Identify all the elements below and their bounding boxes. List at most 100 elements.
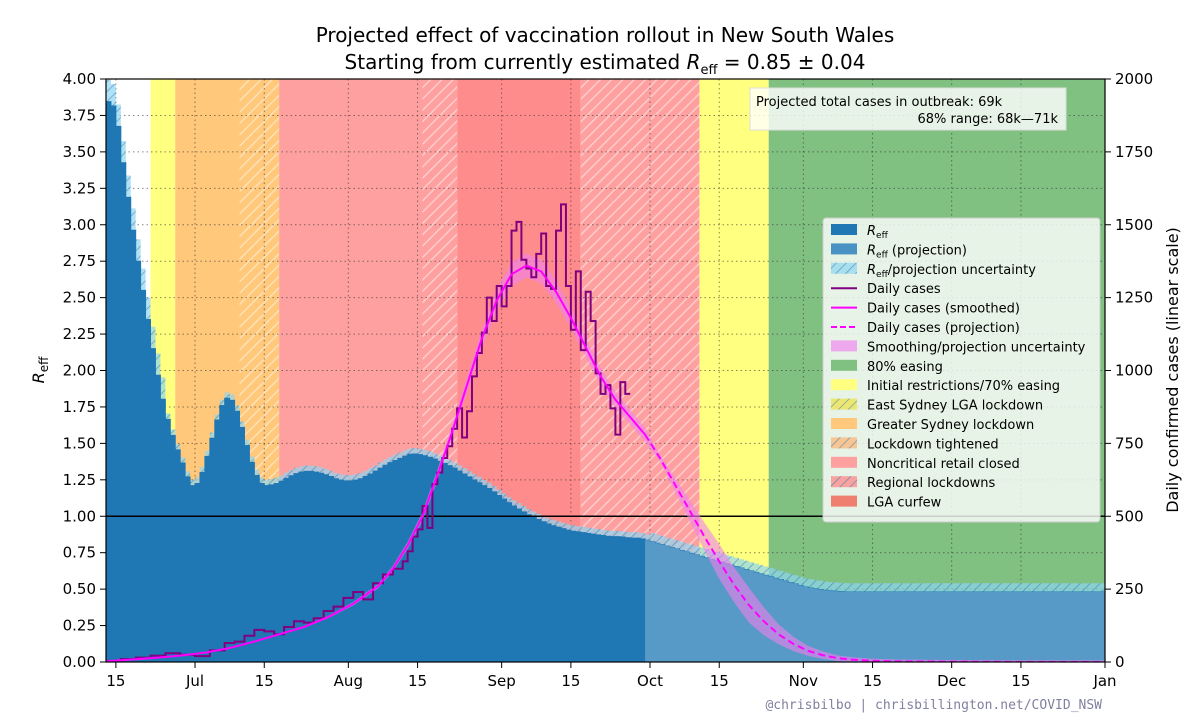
legend-item-9: East Sydney LGA lockdown xyxy=(831,398,1043,414)
right-tick-label-7: 1750 xyxy=(1115,143,1153,161)
left-tick-label-7: 1.75 xyxy=(63,398,96,416)
legend-item-12: Noncritical retail closed xyxy=(831,456,1020,472)
left-tick-label-11: 2.75 xyxy=(63,252,96,270)
cases-series xyxy=(106,203,1105,662)
annotation-line-2: 68% range: 68k—71k xyxy=(918,112,1059,127)
left-axis: 0.00 0.25 0.50 0.75 1.00 1.25 1.50 1.75 2.00 2.25… xyxy=(63,70,106,671)
left-tick-label-1: 0.25 xyxy=(63,617,96,635)
right-tick-label-2: 500 xyxy=(1115,507,1144,525)
x-tick-label-2: 15 xyxy=(255,672,274,690)
left-tick-label-0: 0.00 xyxy=(63,653,96,671)
chart-subtitle: Starting from currently estimated Reff =… xyxy=(345,50,866,78)
x-tick-label-10: 15 xyxy=(863,672,882,690)
legend-swatch-1 xyxy=(831,243,857,255)
legend-swatch-0 xyxy=(831,224,857,235)
legend-label-5: Daily cases (projection) xyxy=(867,321,1020,336)
legend-item-5: Daily cases (projection) xyxy=(831,321,1020,336)
reff-area xyxy=(106,101,1105,662)
right-tick-label-4: 1000 xyxy=(1115,362,1153,380)
legend-label-13: Regional lockdowns xyxy=(867,476,996,491)
x-tick-label-4: 15 xyxy=(408,672,427,690)
credit-text: @chrisbilbo | chrisbillington.net/COVID_… xyxy=(765,698,1102,713)
right-tick-label-6: 1500 xyxy=(1115,216,1153,234)
left-tick-label-12: 3.00 xyxy=(63,216,96,234)
x-tick-label-5: Sep xyxy=(488,672,516,690)
right-tick-label-8: 2000 xyxy=(1115,70,1153,88)
annotation-line-1: Projected total cases in outbreak: 69k xyxy=(756,95,1003,110)
left-axis-label: Reff xyxy=(29,356,51,384)
legend-label-9: East Sydney LGA lockdown xyxy=(867,399,1043,414)
x-tick-label-12: 15 xyxy=(1011,672,1030,690)
legend-swatch-hatch-9 xyxy=(831,398,857,410)
legend-label-6: Smoothing/projection uncertainty xyxy=(867,340,1086,355)
legend-label-0: Reff xyxy=(867,224,889,241)
legend-swatch-10 xyxy=(831,418,857,429)
legend-box xyxy=(822,217,1101,523)
legend-swatch-hatch-2 xyxy=(831,262,857,274)
x-tick-label-3: Aug xyxy=(334,672,363,690)
legend-swatch-7 xyxy=(831,359,857,371)
legend-swatch-6 xyxy=(831,340,857,352)
legend-label-1: Reff (projection) xyxy=(867,243,967,260)
legend-label-14: LGA curfew xyxy=(867,496,942,511)
legend-label-2: Reff/projection uncertainty xyxy=(867,263,1036,280)
right-tick-label-5: 1250 xyxy=(1115,289,1153,307)
legend-item-2: Reff/projection uncertainty xyxy=(831,262,1036,280)
x-tick-label-0: 15 xyxy=(106,672,125,690)
annotation-box xyxy=(749,87,1067,131)
left-tick-label-8: 2.00 xyxy=(63,362,96,380)
daily-cases-line xyxy=(106,203,631,662)
left-tick-label-2: 0.50 xyxy=(63,580,96,598)
legend-label-10: Greater Sydney lockdown xyxy=(867,418,1034,433)
left-tick-label-10: 2.50 xyxy=(63,289,96,307)
left-tick-label-5: 1.25 xyxy=(63,471,96,489)
right-axis: 0 250 500 750 1000 1250 1500 1750 2000 xyxy=(1105,70,1153,671)
x-tick-label-13: Jan xyxy=(1092,672,1116,690)
x-axis: 15 Jul 15 Aug 15 Sep 15 Oct 15 Nov 15 Dec 15 Jan xyxy=(106,662,1117,690)
legend-item-8: Initial restrictions/70% easing xyxy=(831,379,1060,394)
left-tick-label-14: 3.50 xyxy=(63,143,96,161)
legend-item-13: Regional lockdowns xyxy=(831,476,996,491)
right-tick-label-3: 750 xyxy=(1115,434,1144,452)
legend-swatch-hatch-13 xyxy=(831,476,857,488)
left-tick-label-9: 2.25 xyxy=(63,325,96,343)
left-tick-label-4: 1.00 xyxy=(63,507,96,525)
legend-swatch-12 xyxy=(831,456,857,468)
legend-label-11: Lockdown tightened xyxy=(867,437,999,452)
legend-item-3: Daily cases xyxy=(831,282,941,297)
legend: Reff Reff (projection) Reff/projection unc… xyxy=(822,217,1101,523)
legend-swatch-hatch-11 xyxy=(831,437,857,449)
legend-label-7: 80% easing xyxy=(867,360,943,375)
x-tick-label-9: Nov xyxy=(789,672,818,690)
legend-item-7: 80% easing xyxy=(831,359,943,375)
left-tick-label-13: 3.25 xyxy=(63,179,96,197)
right-tick-label-1: 250 xyxy=(1115,580,1144,598)
legend-swatch-14 xyxy=(831,495,857,507)
left-tick-label-15: 3.75 xyxy=(63,106,96,124)
total-cases-annotation: Projected total cases in outbreak: 69k 6… xyxy=(749,87,1067,131)
legend-item-4: Daily cases (smoothed) xyxy=(831,302,1020,317)
right-axis-label: Daily confirmed cases (linear scale) xyxy=(1163,227,1182,513)
x-tick-label-8: 15 xyxy=(710,672,729,690)
legend-item-14: LGA curfew xyxy=(831,495,942,511)
left-tick-label-6: 1.50 xyxy=(63,434,96,452)
x-tick-label-1: Jul xyxy=(185,672,204,690)
x-tick-label-7: Oct xyxy=(637,672,663,690)
x-tick-label-6: 15 xyxy=(561,672,580,690)
legend-label-12: Noncritical retail closed xyxy=(867,457,1020,472)
legend-swatch-8 xyxy=(831,379,857,391)
legend-item-1: Reff (projection) xyxy=(831,243,967,260)
right-tick-label-0: 0 xyxy=(1115,653,1125,671)
legend-label-4: Daily cases (smoothed) xyxy=(867,302,1020,317)
left-tick-label-3: 0.75 xyxy=(63,544,96,562)
legend-item-11: Lockdown tightened xyxy=(831,437,999,452)
legend-label-8: Initial restrictions/70% easing xyxy=(867,379,1060,394)
legend-item-10: Greater Sydney lockdown xyxy=(831,418,1034,433)
legend-item-0: Reff xyxy=(831,224,889,241)
legend-label-3: Daily cases xyxy=(867,282,941,297)
legend-item-6: Smoothing/projection uncertainty xyxy=(831,340,1086,355)
projected-cases-line xyxy=(644,434,1105,662)
left-tick-label-16: 4.00 xyxy=(63,70,96,88)
smoothed-cases-line xyxy=(106,264,646,662)
